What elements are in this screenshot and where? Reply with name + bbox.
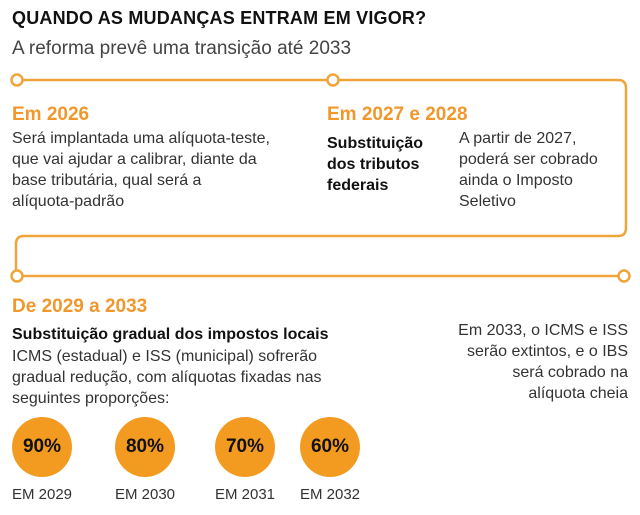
phase3-line: ICMS (estadual) e ISS (municipal) sofrer…	[12, 348, 317, 365]
rate-circle-2032: 60%	[300, 417, 360, 477]
phase2-line: poderá ser cobrado	[459, 151, 598, 168]
rate-year-2032: EM 2032	[299, 486, 361, 503]
phase1-line: base tributária, qual será a	[12, 172, 202, 189]
phase3-side-line: Em 2033, o ICMS e ISS	[458, 322, 628, 339]
rate-circle-2030: 80%	[115, 417, 175, 477]
rate-circle-2029: 90%	[12, 417, 72, 477]
phase2-bold-line: dos tributos	[327, 156, 420, 173]
phase3-bold-title: Substituição gradual dos impostos locais	[12, 326, 329, 343]
phase2-line: Seletivo	[459, 193, 516, 210]
phase1-line: Será implantada uma alíquota-teste,	[12, 130, 270, 147]
phase2-heading: Em 2027 e 2028	[327, 104, 468, 125]
phase2-description: A partir de 2027, poderá ser cobrado ain…	[459, 128, 629, 212]
phase2-line: A partir de 2027,	[459, 130, 577, 147]
rate-year-2031: EM 2031	[214, 486, 276, 503]
phase1-line: que vai ajudar a calibrar, diante da	[12, 151, 257, 168]
rate-year-2029: EM 2029	[11, 486, 73, 503]
phase3-side-line: será cobrado na	[512, 364, 628, 381]
timeline-dot-2033	[617, 269, 631, 283]
phase3-heading: De 2029 a 2033	[12, 296, 148, 317]
phase3-line: gradual redução, com alíquotas fixadas n…	[12, 369, 322, 386]
rate-year-2030: EM 2030	[114, 486, 176, 503]
phase2-bold-title: Substituição dos tributos federais	[327, 133, 447, 196]
phase2-bold-line: federais	[327, 177, 389, 194]
timeline-dot-2029	[10, 269, 24, 283]
phase3-side-line: serão extintos, e o IBS	[467, 343, 628, 360]
phase1-description: Será implantada uma alíquota-teste, que …	[12, 128, 312, 212]
phase1-line: alíquota-padrão	[12, 193, 125, 210]
timeline-dot-2026	[10, 73, 24, 87]
phase3-side-line: alíquota cheia	[528, 385, 628, 402]
phase3-description: ICMS (estadual) e ISS (municipal) sofrer…	[12, 346, 352, 409]
phase3-side-note: Em 2033, o ICMS e ISS serão extintos, e …	[428, 320, 628, 404]
page-subtitle: A reforma prevê uma transição até 2033	[12, 38, 352, 59]
rate-circle-2031: 70%	[215, 417, 275, 477]
phase2-line: ainda o Imposto	[459, 172, 573, 189]
phase2-bold-line: Substituição	[327, 135, 424, 152]
phase3-line: seguintes proporções:	[12, 390, 170, 407]
page-title: QUANDO AS MUDANÇAS ENTRAM EM VIGOR?	[12, 8, 427, 28]
phase1-heading: Em 2026	[12, 104, 90, 125]
timeline-dot-2027	[326, 73, 340, 87]
